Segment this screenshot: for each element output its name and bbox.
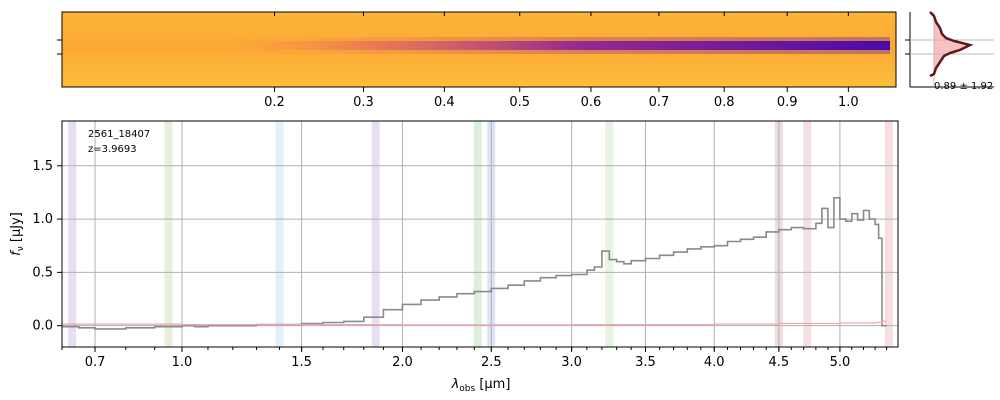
- emission-band-8: [803, 121, 812, 347]
- x-tick-label-2: 1.5: [291, 355, 312, 370]
- top-tick-label-5: 0.7: [649, 95, 670, 110]
- spectrum-2d-wavelength-axis: 0.2 0.3 0.4 0.5 0.6 0.7 0.8 0.9 1.0: [264, 12, 859, 110]
- top-tick-label-4: 0.6: [581, 95, 602, 110]
- y-tick-label-1: 0.5: [32, 265, 53, 280]
- profile-inset: 0.89 ± 1.92: [905, 11, 994, 92]
- x-tick-label-9: 5.0: [830, 355, 851, 370]
- x-tick-label-6: 3.5: [635, 355, 656, 370]
- top-tick-label-8: 1.0: [838, 95, 859, 110]
- y-axis-title-symbol: f: [9, 249, 24, 256]
- emission-band-0: [68, 121, 77, 347]
- y-axis: 0.0 0.5 1.0 1.5: [32, 159, 62, 334]
- spectrum-2d-panel: 0.2 0.3 0.4 0.5 0.6 0.7 0.8 0.9 1.0: [57, 11, 897, 110]
- y-axis-title-subscript: ν: [16, 246, 26, 251]
- x-tick-label-4: 2.5: [481, 355, 502, 370]
- profile-line: [929, 11, 974, 78]
- series-layer: [62, 197, 887, 330]
- x-tick-label-1: 1.0: [172, 355, 193, 370]
- emission-band-1: [164, 121, 173, 347]
- spectrum-1d-panel: 0.7 1.0 1.5 2.0 2.5 3.0 3.5 4.0 4.5 5.0 0.0 0.5 1.0…: [9, 120, 899, 394]
- top-tick-label-6: 0.8: [714, 95, 735, 110]
- emission-band-6: [605, 121, 614, 347]
- top-tick-label-3: 0.5: [509, 95, 530, 110]
- x-axis-title-symbol: λ: [451, 377, 460, 392]
- plot-frame: [61, 120, 899, 348]
- grid-lines: [62, 121, 898, 347]
- y-tick-label-0: 0.0: [32, 319, 53, 334]
- spectrum-2d-trace: [200, 41, 890, 50]
- x-tick-label-0: 0.7: [85, 355, 106, 370]
- x-axis-title: λobs [μm]: [451, 377, 511, 394]
- y-tick-label-3: 1.5: [32, 159, 53, 174]
- x-tick-label-7: 4.0: [704, 355, 725, 370]
- y-tick-label-2: 1.0: [32, 212, 53, 227]
- emission-band-9: [884, 121, 893, 347]
- top-tick-label-2: 0.4: [434, 95, 455, 110]
- x-tick-label-5: 3.0: [561, 355, 582, 370]
- spectrum-2d-frame: [61, 11, 897, 88]
- top-tick-label-7: 0.9: [777, 95, 798, 110]
- y-axis-title-unit: [μJy]: [9, 212, 24, 242]
- emission-band-4: [473, 121, 482, 347]
- plot-background: [62, 121, 898, 347]
- x-axis-title-unit: [μm]: [479, 377, 510, 392]
- x-tick-label-3: 2.0: [392, 355, 413, 370]
- redshift-label: z=3.9693: [88, 144, 137, 155]
- x-axis-title-subscript: obs: [459, 384, 475, 394]
- profile-fill: [934, 12, 968, 75]
- top-tick-label-0: 0.2: [264, 95, 285, 110]
- profile-inset-label: 0.89 ± 1.92: [934, 81, 993, 92]
- emission-band-3: [371, 121, 380, 347]
- x-tick-label-8: 4.5: [768, 355, 789, 370]
- emission-band-2: [275, 121, 284, 347]
- x-axis: 0.7 1.0 1.5 2.0 2.5 3.0 3.5 4.0 4.5 5.0: [61, 347, 888, 370]
- top-tick-label-1: 0.3: [353, 95, 374, 110]
- y-axis-title: fν [μJy]: [9, 212, 26, 256]
- source-id-label: 2561_18407: [88, 129, 150, 140]
- series-error: [62, 320, 887, 326]
